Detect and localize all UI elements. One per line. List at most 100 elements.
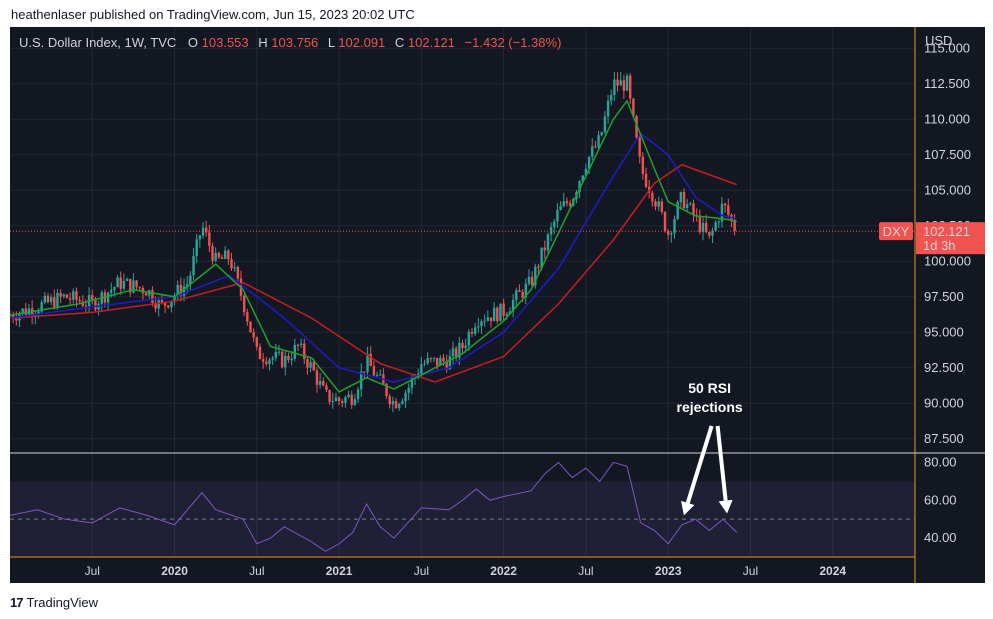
price-tag-symbol: DXY bbox=[883, 224, 910, 239]
candle bbox=[568, 200, 572, 208]
candle bbox=[242, 294, 246, 317]
candle bbox=[711, 227, 714, 244]
candle bbox=[141, 285, 145, 300]
candle bbox=[382, 368, 385, 384]
rsi-tick-label: 60.00 bbox=[924, 492, 957, 507]
candle bbox=[483, 314, 486, 327]
candle bbox=[318, 373, 322, 389]
candle bbox=[252, 328, 255, 343]
candle bbox=[660, 198, 664, 215]
chart-frame[interactable]: 87.500 90.000 92.500 95.000 97.500 100.000 102… bbox=[10, 27, 985, 583]
candle bbox=[515, 287, 518, 308]
candle bbox=[704, 214, 708, 234]
price-tick-label: 115.000 bbox=[924, 40, 970, 55]
candle bbox=[223, 246, 227, 260]
price-axis[interactable]: 87.500 90.000 92.500 95.000 97.500 100.000 102… bbox=[924, 40, 971, 446]
candle bbox=[635, 114, 638, 139]
candle bbox=[530, 271, 534, 288]
candle bbox=[204, 220, 208, 237]
price-tick-label: 95.000 bbox=[924, 324, 964, 339]
candle bbox=[211, 242, 214, 265]
price-tag-symbol-bg bbox=[879, 222, 913, 241]
ema-slow-line bbox=[10, 163, 737, 383]
candle bbox=[192, 248, 195, 280]
candle bbox=[651, 190, 654, 207]
candle bbox=[43, 291, 47, 305]
chart-svg[interactable]: 87.500 90.000 92.500 95.000 97.500 100.000 102… bbox=[10, 27, 985, 583]
annotation-arrow-right bbox=[715, 425, 728, 501]
candle bbox=[632, 97, 635, 118]
rsi-tick-label: 80.00 bbox=[924, 454, 957, 469]
candle bbox=[616, 72, 619, 92]
price-tick-label: 92.500 bbox=[924, 360, 964, 375]
candle bbox=[341, 399, 344, 408]
price-tick-label: 87.500 bbox=[924, 431, 964, 446]
candle bbox=[56, 288, 59, 310]
candle bbox=[81, 295, 84, 308]
candle bbox=[122, 273, 126, 291]
candle bbox=[366, 346, 369, 379]
tradingview-brand[interactable]: 17 TradingView bbox=[10, 595, 98, 610]
candle bbox=[246, 308, 249, 326]
price-tag-countdown: 1d 3h bbox=[923, 238, 956, 253]
candle bbox=[445, 354, 448, 373]
candle bbox=[344, 395, 347, 408]
candle bbox=[265, 357, 268, 367]
legend: U.S. Dollar Index, 1W, TVC O 103.553 H 1… bbox=[19, 35, 561, 50]
candle bbox=[100, 290, 103, 312]
legend-low-value: 102.091 bbox=[338, 35, 385, 50]
candle bbox=[591, 138, 594, 161]
rsi-line bbox=[10, 461, 738, 552]
candle bbox=[524, 278, 527, 305]
candle bbox=[268, 357, 271, 371]
annotation-arrowhead-left bbox=[681, 500, 695, 516]
candle bbox=[315, 367, 319, 393]
candle bbox=[284, 350, 287, 376]
candle bbox=[654, 198, 657, 211]
legend-close-value: 102.121 bbox=[408, 35, 455, 50]
candle bbox=[461, 339, 464, 355]
grid bbox=[10, 27, 915, 557]
candle bbox=[657, 196, 660, 211]
tradingview-logo-icon: 17 bbox=[10, 595, 24, 610]
candle bbox=[499, 303, 502, 322]
candle bbox=[27, 304, 31, 317]
candle bbox=[629, 73, 632, 105]
time-tick-label: Jul bbox=[743, 564, 758, 578]
candle bbox=[296, 343, 300, 352]
candle bbox=[353, 393, 357, 406]
candle bbox=[666, 228, 670, 240]
candle bbox=[549, 222, 553, 242]
candle bbox=[331, 392, 334, 409]
candle bbox=[454, 345, 458, 361]
candle bbox=[135, 280, 138, 290]
time-axis[interactable]: Jul 2020 Jul 2021 Jul 2022 Jul 2023 Jul 2024 bbox=[85, 564, 847, 578]
candle bbox=[420, 356, 423, 375]
candle bbox=[432, 357, 436, 363]
rsi-annotation: 50 RSI rejections bbox=[677, 380, 743, 516]
candle bbox=[489, 317, 493, 328]
currency-label: USD bbox=[925, 33, 952, 48]
candle bbox=[496, 306, 499, 324]
rsi-axis[interactable]: 40.00 60.00 80.00 bbox=[924, 454, 957, 545]
ema-mid-line bbox=[10, 132, 737, 383]
candle bbox=[565, 197, 569, 207]
candle bbox=[299, 338, 303, 348]
candle bbox=[723, 202, 727, 213]
last-price-tag: DXY 102.121 1d 3h bbox=[879, 222, 985, 255]
brand-name: TradingView bbox=[26, 595, 99, 610]
candle bbox=[594, 140, 597, 149]
ema-fast-line bbox=[10, 99, 737, 393]
candle bbox=[708, 231, 711, 239]
candle bbox=[663, 211, 667, 233]
annotation-line-1: 50 RSI bbox=[688, 380, 731, 396]
candle bbox=[562, 192, 565, 208]
candle bbox=[151, 286, 154, 307]
legend-high-label: H bbox=[258, 35, 267, 50]
candle bbox=[40, 299, 43, 314]
candle bbox=[350, 390, 353, 409]
candle bbox=[676, 200, 679, 221]
candle bbox=[477, 317, 480, 333]
candle bbox=[217, 251, 221, 260]
legend-low-label: L bbox=[328, 35, 335, 50]
